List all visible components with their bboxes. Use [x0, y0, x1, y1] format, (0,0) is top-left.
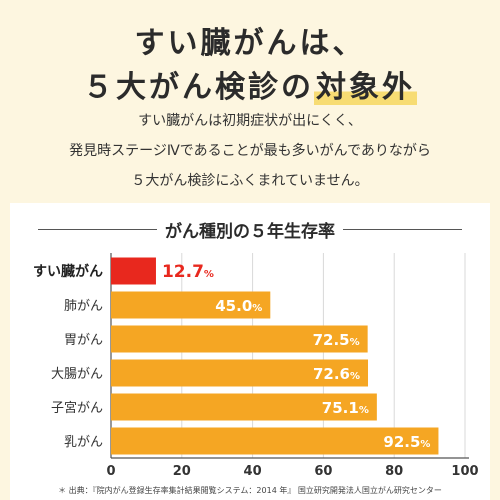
data-label-unit: %: [359, 405, 369, 416]
x-tick-label: 40: [244, 464, 262, 479]
x-tick-label: 80: [385, 464, 403, 479]
bar: [111, 291, 271, 319]
bar-chart: 0 20 40 60 80 100 すい臓がん 12.7% 肺がん 45.0% 胃がん 72.5% 大腸…: [33, 253, 479, 479]
data-label-unit: %: [204, 269, 214, 280]
data-label-unit: %: [252, 303, 262, 314]
bar: [111, 325, 368, 353]
chart-title-block: がん種別の５年生存率: [10, 217, 490, 242]
chart-title-text: がん種別の５年生存率: [157, 222, 343, 242]
data-label: 92.5%: [383, 433, 430, 451]
data-label: 75.1%: [322, 399, 369, 417]
description-line-3: ５大がん検診にふくまれていません。: [131, 173, 369, 189]
heading-line-2-prefix: ５大がん検診の: [83, 70, 314, 105]
description-line-1: すい臓がんは初期症状が出にくく、: [138, 113, 362, 129]
description: すい臓がんは初期症状が出にくく、 発見時ステージⅣであることが最も多いがんであり…: [0, 106, 500, 196]
x-tick-label: 100: [451, 464, 478, 479]
category-label: 肺がん: [64, 299, 103, 314]
x-tick-label: 60: [314, 464, 332, 479]
source-note: ＊ 出典：『院内がん登録生存率集計結果閲覧システム：2014 年』 国立研究開発…: [58, 486, 442, 495]
category-label: 大腸がん: [51, 367, 103, 382]
heading-line-2: ５大がん検診の対象外: [0, 62, 500, 106]
x-tick-label: 0: [106, 464, 115, 479]
bar: [111, 393, 377, 421]
heading-line-1: すい臓がんは、: [134, 26, 366, 61]
heading-highlight: 対象外: [314, 70, 417, 105]
category-label: 胃がん: [64, 333, 103, 348]
data-label-unit: %: [350, 337, 360, 348]
data-label: 72.6%: [313, 365, 360, 383]
description-line-2: 発見時ステージⅣであることが最も多いがんでありながら: [69, 143, 431, 159]
data-label: 45.0%: [215, 297, 262, 315]
bar: [111, 257, 156, 285]
category-label: すい臓がん: [33, 263, 103, 280]
data-label-unit: %: [350, 371, 360, 382]
data-label: 12.7%: [162, 262, 214, 282]
bar: [111, 359, 369, 387]
data-label: 72.5%: [313, 331, 360, 349]
category-label: 乳がん: [64, 435, 103, 450]
data-label-unit: %: [420, 439, 430, 450]
bar: [111, 427, 439, 455]
chart-panel: がん種別の５年生存率 0 20 40 60 80 100 すい臓がん 12.7% 肺がん 45.0…: [10, 203, 490, 500]
chart-title: がん種別の５年生存率: [10, 217, 490, 242]
x-tick-label: 20: [173, 464, 191, 479]
category-label: 子宮がん: [51, 400, 103, 416]
